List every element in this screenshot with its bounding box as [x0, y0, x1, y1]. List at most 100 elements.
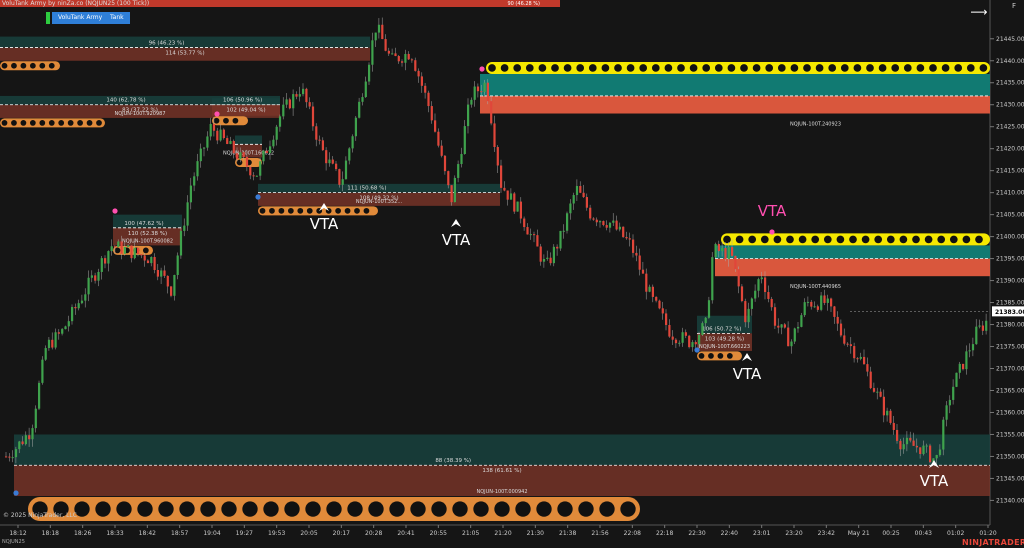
candle-body — [199, 148, 202, 162]
candle-body — [731, 247, 734, 256]
candle-body — [486, 82, 489, 102]
tank-wheel — [702, 64, 711, 72]
candle-body — [117, 241, 120, 248]
candle-body — [572, 195, 575, 204]
candle-body — [302, 88, 305, 95]
tank-wheel — [735, 235, 744, 244]
candle-body — [229, 140, 232, 144]
candle-body — [457, 164, 460, 178]
time-tick-label: 18:33 — [106, 530, 123, 537]
candle-body — [833, 306, 836, 317]
tank-wheel — [601, 64, 610, 72]
tank-wheel — [723, 235, 731, 244]
tank-wheel — [48, 120, 55, 126]
vta-label: VTA — [758, 202, 787, 220]
time-tick-label: 20:05 — [300, 530, 317, 537]
candle-body — [674, 339, 678, 344]
tank-wheel — [664, 64, 673, 72]
tank-wheel — [929, 64, 937, 72]
candle-body — [358, 101, 361, 118]
tank-wheel — [752, 64, 761, 72]
candle-body — [975, 326, 978, 345]
time-tick-label: 19:53 — [268, 530, 285, 537]
candle-body — [806, 301, 810, 303]
tab-tank[interactable]: Tank — [104, 12, 130, 24]
tank-wheel — [86, 120, 93, 126]
tank-wheel — [651, 64, 660, 72]
tank-wheel — [811, 235, 820, 244]
candle-body — [325, 150, 328, 164]
time-tick-label: 21:05 — [462, 530, 479, 537]
time-tick-label: 23:42 — [818, 530, 835, 537]
arrow-right-icon[interactable]: ⟶ — [970, 5, 988, 19]
candle-body — [249, 166, 252, 176]
candle-body — [252, 175, 255, 177]
candle-body — [790, 341, 793, 347]
candle-body — [582, 192, 585, 198]
price-tick-label: 21420.00 — [996, 146, 1024, 153]
candle-body — [843, 335, 846, 344]
time-tick-label: 20:41 — [397, 530, 414, 537]
time-tick-label: 18:57 — [171, 530, 188, 537]
tank-wheel — [488, 64, 496, 72]
candle-body — [236, 153, 239, 160]
tank-lower-zone — [14, 465, 990, 497]
candle-body — [625, 236, 628, 239]
candle-body — [780, 324, 783, 328]
tank-wheel — [278, 207, 285, 214]
tank-track — [113, 245, 153, 255]
candle-body — [269, 146, 272, 153]
candle-body — [704, 317, 707, 324]
candle-body — [41, 359, 44, 383]
tank-wheel — [708, 353, 714, 359]
candle-body — [942, 419, 945, 450]
candle-body — [503, 187, 506, 191]
current-price-box — [992, 306, 1024, 317]
f-button[interactable]: F — [1012, 2, 1017, 10]
candle-body — [701, 323, 704, 335]
candle-body — [595, 219, 598, 223]
candle-body — [516, 201, 519, 212]
tank-wheel — [158, 501, 174, 517]
tank-wheel — [29, 120, 36, 126]
candle-body — [368, 64, 371, 82]
candle-body — [575, 185, 579, 196]
candle-body — [658, 300, 661, 309]
tank-lower-label: 103 (49.28 %) — [705, 336, 744, 342]
time-tick-label: 21:38 — [559, 530, 576, 537]
time-tick-label: 22:18 — [656, 530, 673, 537]
candle-body — [450, 185, 453, 203]
candle-body — [948, 399, 951, 406]
candle-body — [74, 306, 77, 309]
tab-volutank-army[interactable]: VoluTank Army — [52, 12, 109, 24]
price-tick-label: 21375.00 — [996, 344, 1024, 351]
current-price-label: 21383.00 — [995, 309, 1024, 316]
tank-wheel — [473, 501, 489, 517]
candle-body — [615, 220, 618, 230]
candle-body — [473, 86, 476, 100]
candle-body — [569, 203, 572, 214]
tank-wheel — [114, 247, 121, 254]
candle-body — [678, 342, 681, 344]
tank-lower-zone — [480, 95, 990, 114]
candle-body — [641, 269, 645, 274]
tank-wheel — [452, 501, 468, 517]
candle-body — [453, 177, 456, 203]
tank-upper-zone — [14, 434, 990, 466]
candle-body — [166, 275, 169, 287]
candle-body — [826, 298, 829, 303]
vta-arrow-icon — [319, 203, 329, 211]
tank-wheel — [297, 207, 304, 214]
time-tick-label: 22:30 — [688, 530, 705, 537]
candle-body — [222, 129, 225, 139]
candle-body — [965, 351, 968, 370]
candle-body — [559, 230, 562, 249]
signal-dot — [479, 66, 485, 72]
tank-wheel — [142, 247, 149, 254]
candle-body — [608, 222, 612, 228]
tank-wheel — [20, 62, 27, 69]
tank-wheel — [815, 64, 824, 72]
tank-lower-zone — [0, 104, 280, 118]
tank-wheel — [263, 501, 279, 517]
